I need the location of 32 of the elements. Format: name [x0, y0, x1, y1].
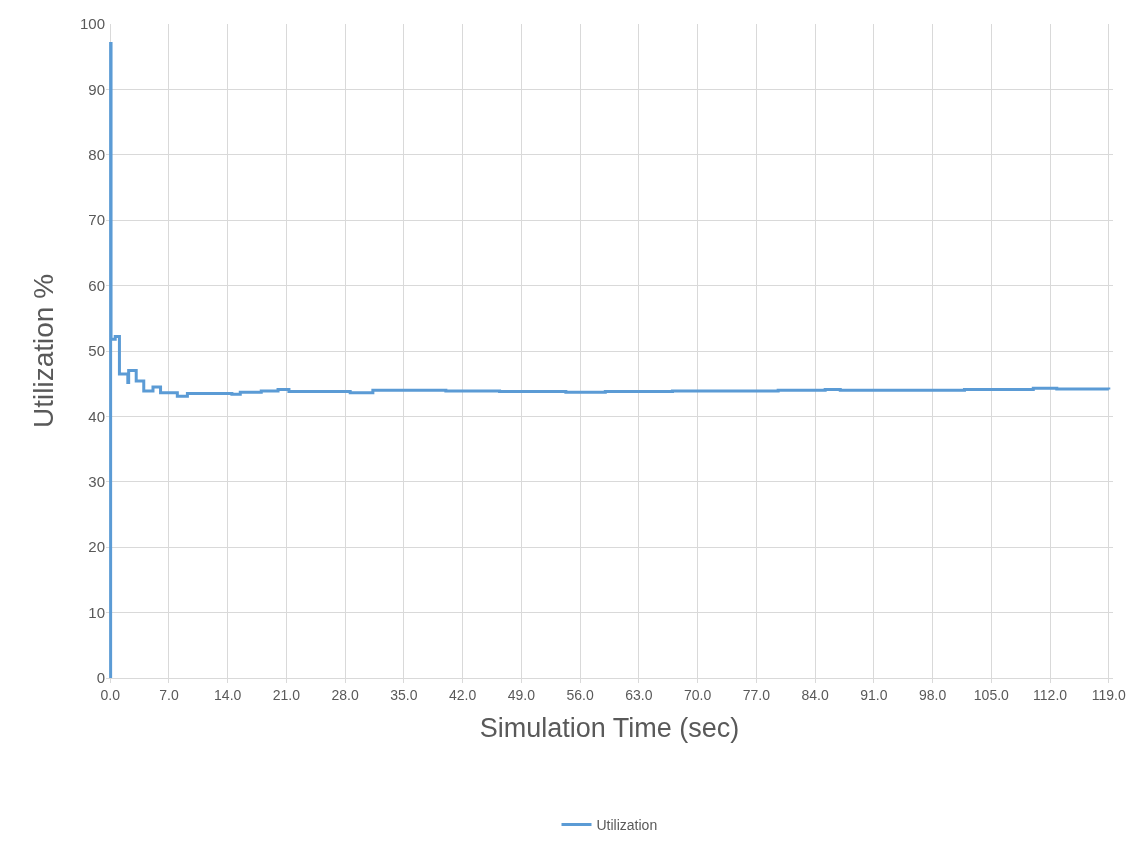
y-tick-label: 70 [88, 211, 105, 229]
y-tick-label: 50 [88, 342, 105, 360]
legend-label: Utilization [596, 816, 658, 833]
y-tick-label: 90 [88, 80, 105, 98]
y-axis-title: Utilization % [27, 273, 59, 429]
x-tick-label: 42.0 [449, 686, 477, 703]
y-tick-label: 100 [79, 15, 105, 33]
x-tick-label: 91.0 [860, 686, 888, 703]
y-tick-label: 30 [88, 473, 105, 491]
x-tick-label: 112.0 [1033, 686, 1068, 703]
x-tick-label: 56.0 [566, 686, 594, 703]
x-tick-label: 28.0 [331, 686, 359, 703]
y-tick-label: 40 [88, 407, 105, 425]
x-tick-label: 21.0 [272, 686, 301, 703]
x-tick-label: 14.0 [214, 686, 242, 703]
x-tick-label: 98.0 [918, 686, 947, 703]
x-axis-title: Simulation Time (sec) [479, 713, 740, 744]
x-tick-label: 70.0 [683, 686, 712, 703]
y-tick-label: 10 [88, 603, 105, 621]
y-tick-label: 0 [96, 669, 105, 687]
y-tick-label: 80 [88, 146, 105, 164]
x-tick-label: 105.0 [973, 686, 1010, 703]
x-tick-label: 0.0 [100, 686, 121, 703]
x-tick-label: 49.0 [507, 686, 536, 703]
x-tick-label: 119.0 [1091, 686, 1127, 703]
x-tick-label: 35.0 [390, 686, 418, 703]
y-tick-label: 20 [88, 538, 105, 556]
x-tick-label: 7.0 [159, 686, 179, 703]
y-tick-label: 60 [88, 276, 105, 294]
x-tick-label: 84.0 [801, 686, 829, 703]
x-tick-label: 63.0 [625, 686, 653, 703]
x-tick-label: 77.0 [742, 686, 771, 703]
